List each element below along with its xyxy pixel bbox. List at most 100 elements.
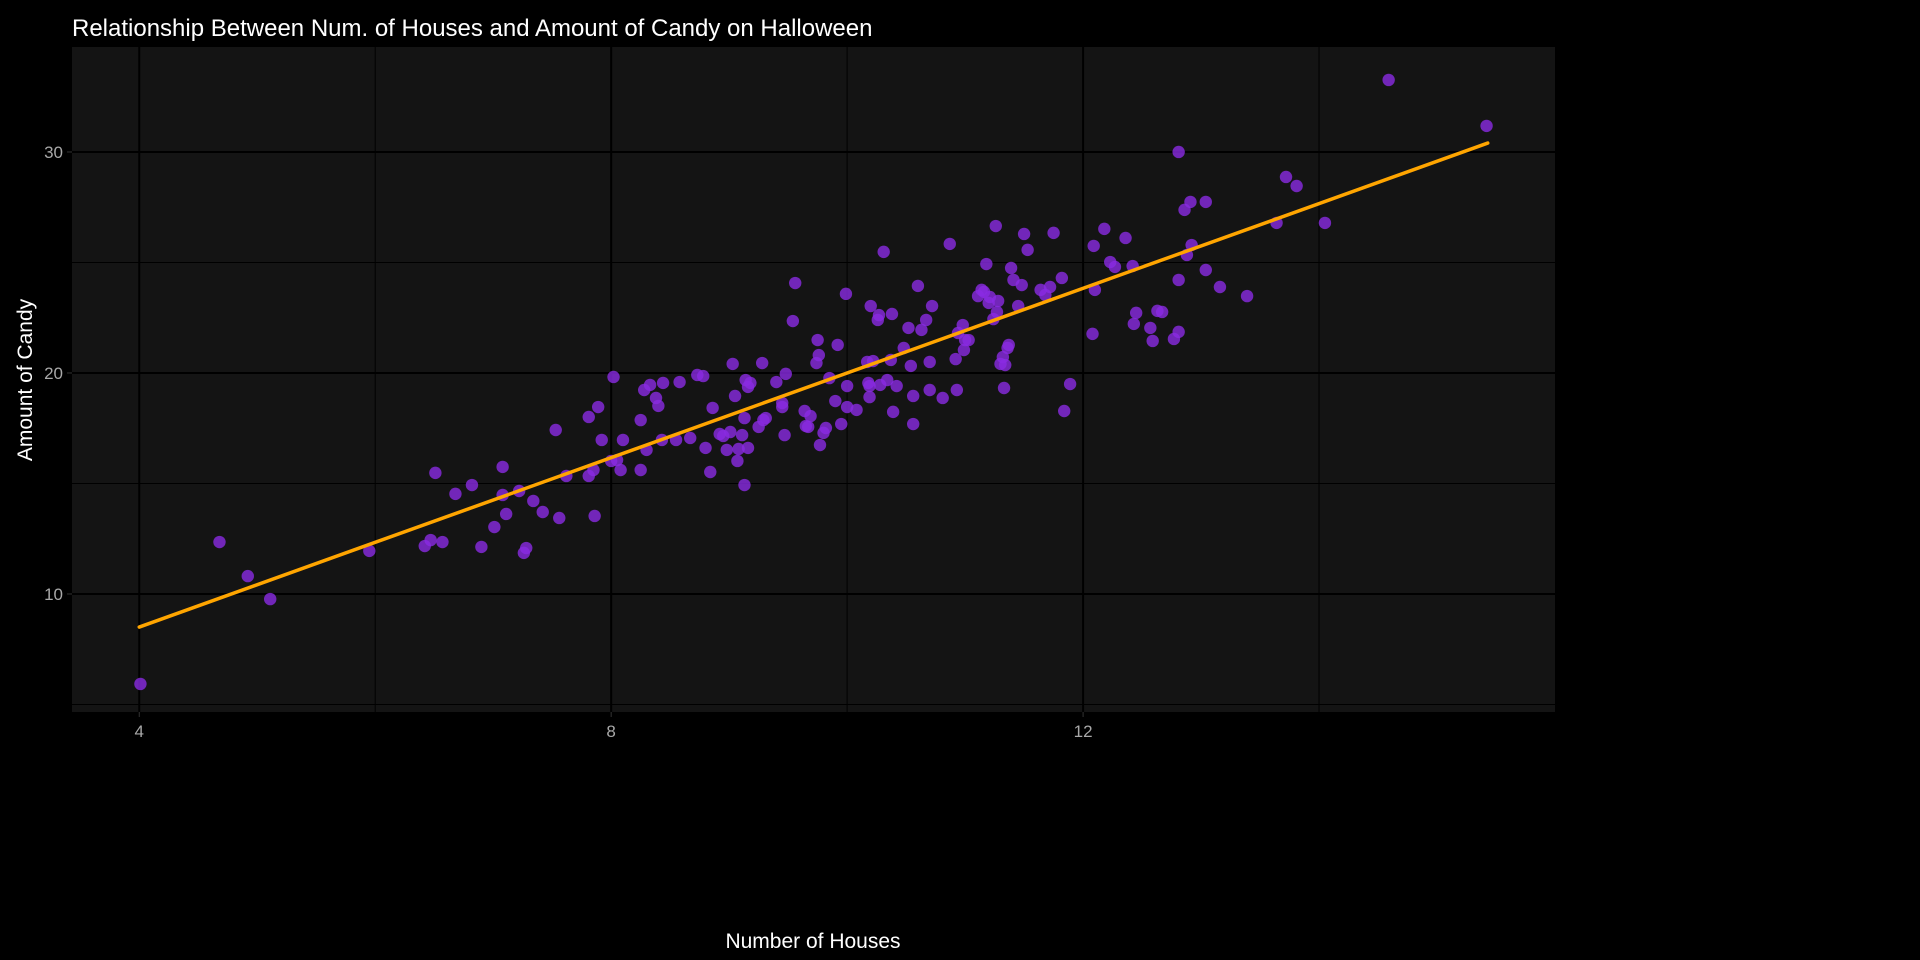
data-point <box>904 359 918 373</box>
data-point <box>724 425 737 439</box>
data-point <box>656 376 670 390</box>
data-point <box>488 520 501 534</box>
data-point <box>759 411 772 425</box>
data-point <box>1318 216 1332 230</box>
data-point <box>264 592 277 606</box>
data-point <box>813 438 827 452</box>
data-point <box>1172 325 1185 339</box>
data-point <box>943 237 956 251</box>
data-points <box>134 73 1493 691</box>
data-point <box>991 294 1005 308</box>
data-point <box>949 352 962 366</box>
data-point <box>778 428 791 442</box>
data-point <box>936 391 949 405</box>
y-tick-label: 30 <box>44 143 63 162</box>
data-point <box>363 544 376 558</box>
data-point <box>919 313 933 327</box>
data-point <box>424 533 437 547</box>
data-point <box>1127 317 1141 331</box>
data-point <box>738 478 751 492</box>
data-point <box>840 379 854 393</box>
data-point <box>436 535 449 549</box>
data-point <box>962 333 975 347</box>
data-point <box>863 379 876 393</box>
data-point <box>536 505 549 519</box>
data-point <box>1172 273 1185 287</box>
data-point <box>643 378 657 392</box>
data-point <box>499 507 513 521</box>
data-point <box>1199 195 1212 209</box>
data-point <box>429 466 442 480</box>
data-point <box>728 389 742 403</box>
data-point <box>1184 195 1197 209</box>
data-point <box>881 373 894 387</box>
data-point <box>1240 289 1254 303</box>
data-point <box>696 369 710 383</box>
data-point <box>738 411 751 425</box>
data-point <box>614 463 627 477</box>
data-point <box>673 375 686 389</box>
data-point <box>684 431 697 445</box>
data-point <box>786 314 800 328</box>
data-point <box>634 463 647 477</box>
data-point <box>906 417 920 431</box>
data-point <box>735 428 749 442</box>
data-point <box>652 399 665 413</box>
plot-panel <box>72 47 1555 712</box>
data-point <box>801 420 815 434</box>
data-point <box>1172 145 1185 159</box>
data-point <box>804 409 817 423</box>
data-point <box>989 219 1002 233</box>
data-point <box>980 257 993 271</box>
x-axis-title: Number of Houses <box>725 930 900 953</box>
data-point <box>1213 280 1227 294</box>
tick-labels: 4 8 12 10 20 30 <box>44 143 1092 741</box>
data-point <box>465 478 479 492</box>
data-point <box>1279 170 1293 184</box>
x-tick-label: 4 <box>135 722 144 741</box>
data-point <box>1017 227 1031 241</box>
data-point <box>496 460 509 474</box>
data-point <box>997 381 1011 395</box>
data-point <box>1144 321 1157 335</box>
data-point <box>706 401 719 415</box>
data-point <box>863 390 876 404</box>
chart-title: Relationship Between Num. of Houses and … <box>72 15 872 42</box>
data-point <box>595 433 608 447</box>
data-point <box>811 333 824 347</box>
data-point <box>819 421 833 435</box>
data-point <box>1043 280 1057 294</box>
data-point <box>741 441 755 455</box>
data-point <box>1146 334 1159 348</box>
data-point <box>1002 338 1015 352</box>
x-tick-label: 8 <box>606 722 615 741</box>
data-point <box>591 400 605 414</box>
data-point <box>840 400 854 414</box>
data-point <box>607 370 620 384</box>
data-point <box>475 540 488 554</box>
data-point <box>213 535 226 549</box>
data-point <box>1119 231 1132 245</box>
data-point <box>241 569 254 583</box>
data-point <box>770 375 783 389</box>
data-point <box>839 287 853 301</box>
data-point <box>957 343 971 357</box>
data-point <box>704 465 717 479</box>
data-point <box>1129 306 1143 320</box>
data-point <box>829 394 842 408</box>
data-point <box>449 487 462 501</box>
data-point <box>744 376 757 390</box>
data-point <box>731 454 744 468</box>
data-point <box>1055 271 1069 285</box>
data-point <box>1087 239 1100 253</box>
data-point <box>885 307 899 321</box>
data-point <box>755 356 769 370</box>
data-point <box>1021 243 1034 257</box>
data-point <box>906 389 920 403</box>
y-axis-title: Amount of Candy <box>14 298 37 461</box>
data-point <box>616 433 630 447</box>
data-point <box>1108 260 1122 274</box>
data-point <box>835 417 848 431</box>
data-point <box>911 279 925 293</box>
